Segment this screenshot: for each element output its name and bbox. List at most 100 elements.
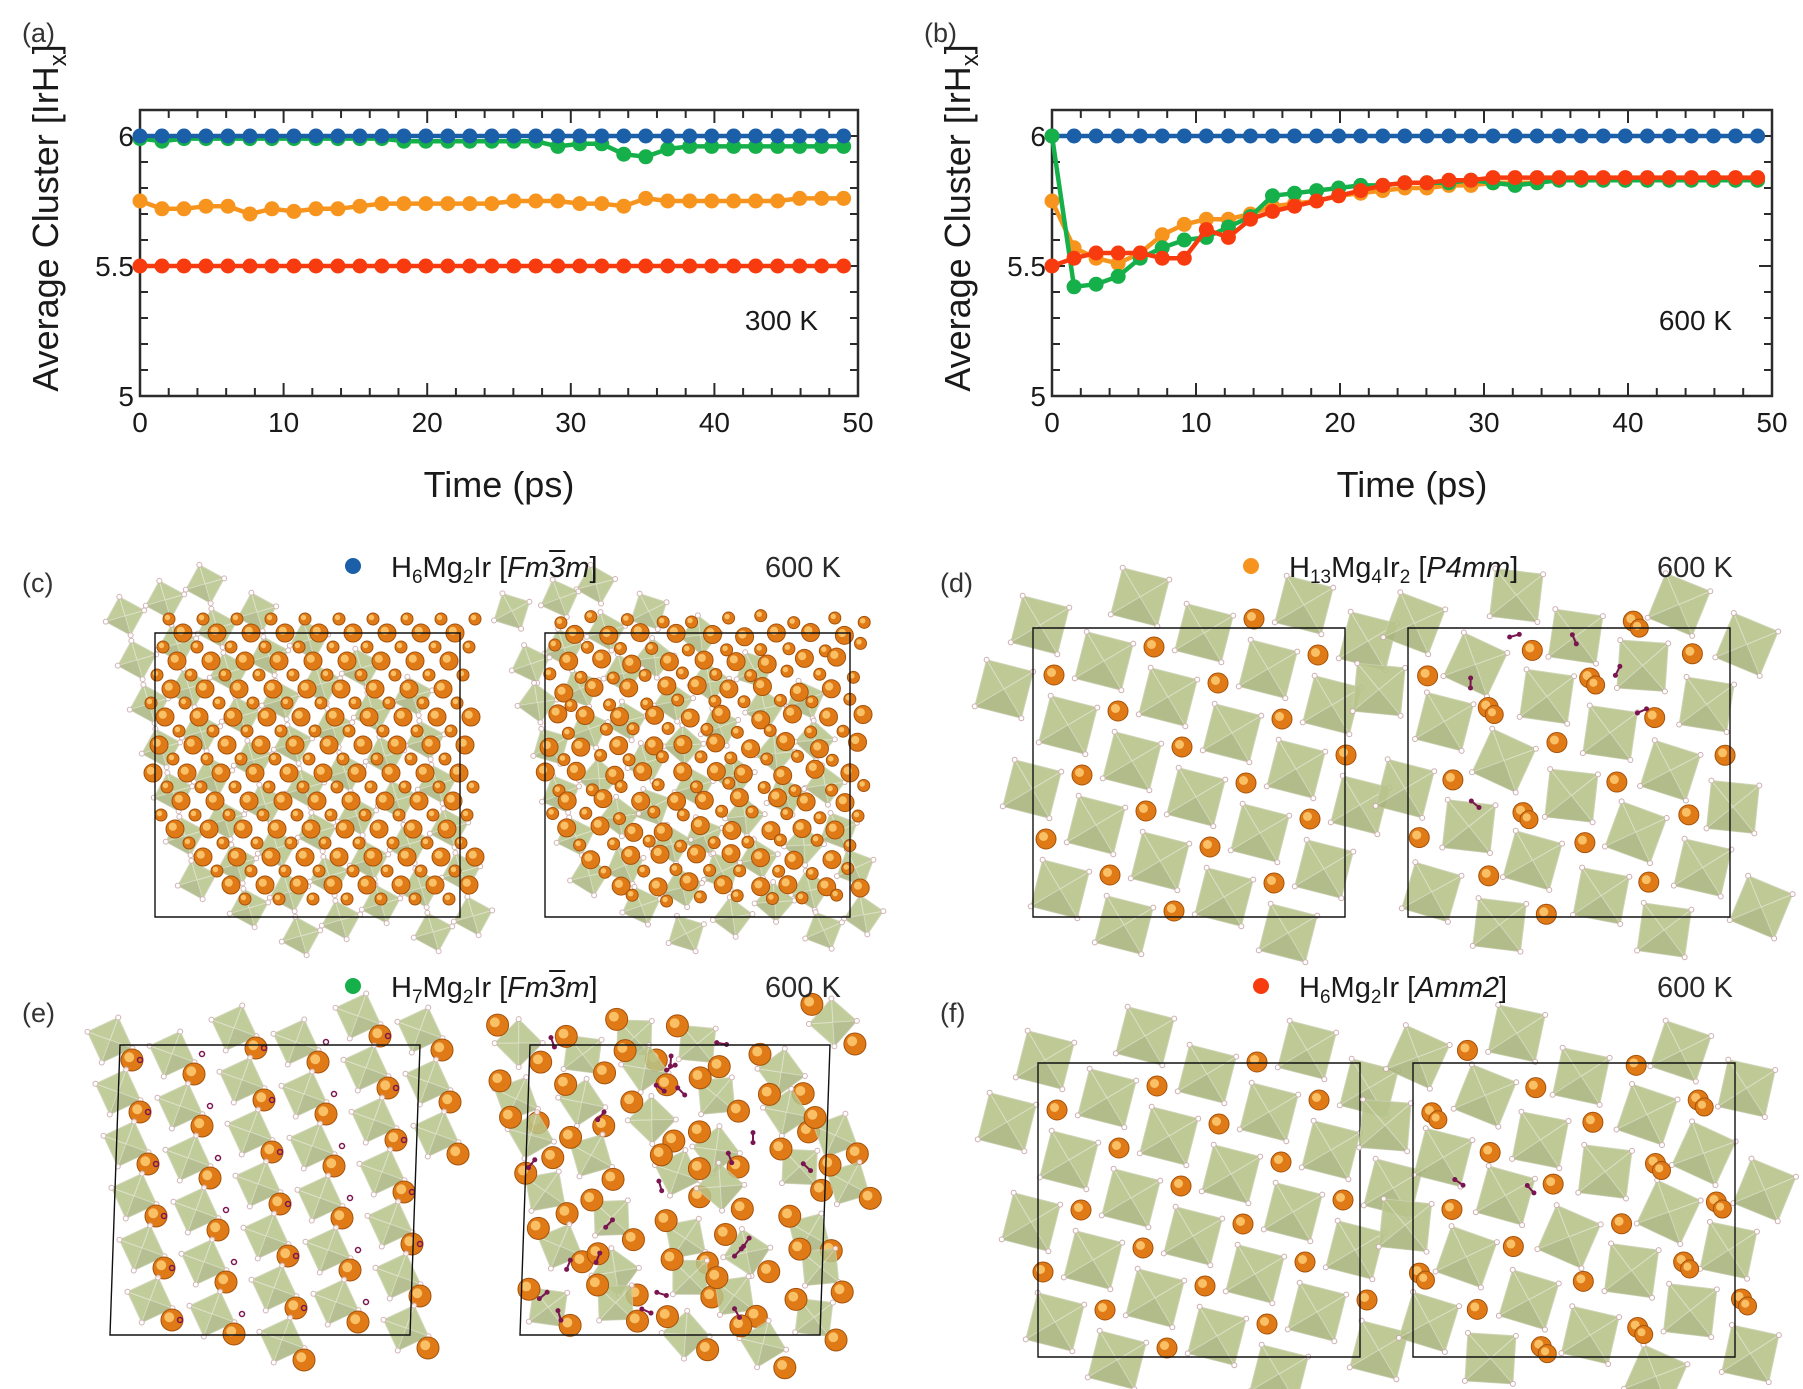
hydrogen-atom [689,1143,696,1150]
octahedron [1222,1241,1288,1307]
h2-atom [551,1044,557,1050]
hydrogen-atom [1647,860,1654,867]
octahedron [1601,798,1670,867]
hydrogen-atom [827,809,834,816]
octahedron-shade [163,1054,195,1077]
hydrogen-atom [802,935,809,942]
hydrogen-atom [383,920,390,927]
mg-atom-highlight [1506,1239,1516,1249]
hydrogen-atom [1245,1200,1252,1207]
mg-atom-highlight [692,1070,703,1081]
hydrogen-atom [508,667,515,674]
hydrogen-atom [184,1229,191,1236]
hydrogen-atom [649,1140,656,1147]
unit-cell [154,632,461,918]
hydrogen-atom [1260,1226,1267,1233]
mg-atom-highlight [851,735,860,745]
mg-atom-highlight [236,822,245,831]
mg-atom-highlight [418,698,425,705]
mg-atom-highlight [551,707,560,716]
hydrogen-atom [222,1047,229,1054]
series-h6mg2ir-fm-3m- [1044,128,1766,144]
mg-atom-highlight [168,754,175,761]
hydrogen-atom [1688,1118,1695,1125]
hydrogen-atom [1059,1086,1066,1093]
hydrogen-atom [332,897,339,904]
mg-atom-highlight [1198,1279,1207,1288]
octahedron-shade [1578,1171,1626,1199]
octahedron-edge [1544,774,1599,818]
octahedron-edge [678,1028,717,1060]
hydrogen-atom [124,1288,131,1295]
hydrogen-atom [1191,911,1198,918]
hydrogen-atom [831,736,838,743]
h2-atom [731,1253,737,1259]
hydrogen-atom [300,1165,307,1172]
mg-atom-highlight [815,813,822,819]
octahedron [278,913,324,959]
hydrogen-atom [1469,769,1476,776]
hydrogen-atom [1772,1067,1779,1074]
octahedron-shade [1383,623,1429,655]
hydrogen-atom [1531,1175,1538,1182]
data-point [264,201,280,217]
hydrogen-atom [999,803,1006,810]
hydrogen-atom [526,598,533,605]
hydrogen-atom [379,1094,386,1101]
hydrogen-atom [177,739,184,746]
octahedron-shade [712,917,736,937]
mg-atom-highlight [754,713,763,722]
octahedron [1372,756,1438,821]
hydrogen-atom [1569,1303,1576,1310]
hydrogen-atom [408,1049,415,1056]
mg-atom-highlight [676,765,685,774]
octahedron [1541,766,1601,826]
hydrogen-atom [189,783,196,790]
hydrogen-atom [271,1210,278,1217]
mg-atom-highlight [1522,813,1531,822]
mg-atom-highlight [636,765,645,774]
mg-atom-highlight [687,617,693,624]
mg-atom-highlight [394,810,401,817]
data-point [726,138,742,154]
hydrogen-atom [115,1014,122,1021]
octahedron [1263,736,1329,802]
hydrogen-atom [1708,1032,1715,1039]
hydrogen-atom [263,1158,270,1165]
hydrogen-atom [240,885,247,892]
mg-atom-highlight [1211,676,1220,685]
hydrogen-atom [411,1302,418,1309]
data-point [550,258,566,274]
octahedron [108,1170,160,1222]
hydrogen-atom [745,1273,752,1280]
hydrogen-atom [1748,1155,1755,1162]
hydrogen-atom [538,725,545,732]
mg-atom-highlight [502,1109,513,1120]
data-point [1683,170,1699,186]
hydrogen-atom [1697,751,1704,758]
octahedron-shade [843,914,868,935]
octahedron [1036,1127,1102,1193]
octahedron-edge [1489,573,1544,617]
octahedron-shade [1544,795,1593,823]
unit-cell [544,632,851,918]
data-point [1397,175,1413,191]
hydrogen-atom [209,1236,216,1243]
octahedron-shade [528,1307,563,1327]
mg-atom-highlight [436,682,445,691]
temperature-label-c: 600 K [765,552,841,584]
octahedron-edge [556,829,595,844]
hydrogen-atom [1713,1286,1720,1293]
mg-atom-highlight [545,669,552,676]
hydrogen-atom [1243,1315,1250,1322]
mg-atom-highlight [649,807,656,814]
h-atom-isolated [144,1108,152,1116]
hydrogen-atom [1091,939,1098,946]
octahedron [178,1236,230,1288]
octahedron-shade [1039,1160,1087,1190]
mg-atom-highlight [1339,748,1348,757]
hydrogen-atom [1697,1197,1704,1204]
data-point [704,258,720,274]
mg-atom-highlight [462,810,469,817]
octahedron-edge [1647,590,1711,619]
